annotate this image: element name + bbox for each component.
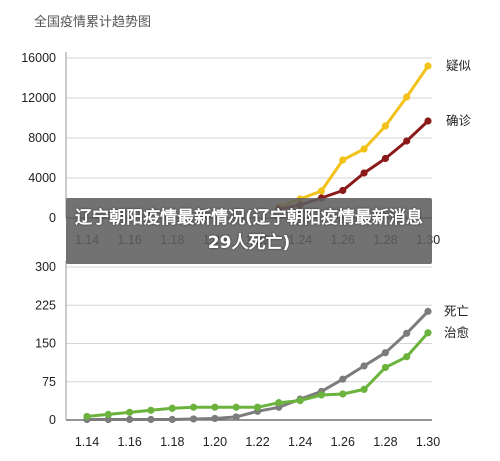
data-point — [232, 403, 240, 411]
x-tick-label: 1.22 — [245, 435, 269, 449]
legend-label: 死亡 — [444, 304, 469, 318]
y-tick-label: 300 — [35, 260, 56, 274]
series-line — [87, 310, 430, 421]
x-tick-label: 1.20 — [203, 435, 227, 449]
y-tick-label: 16000 — [21, 51, 56, 65]
data-point — [403, 137, 411, 145]
data-point — [403, 329, 411, 337]
headline-banner: 辽宁朝阳疫情最新情况(辽宁朝阳疫情最新消息29人死亡) — [66, 198, 432, 264]
data-point — [189, 403, 198, 411]
data-point — [83, 412, 91, 421]
y-tick-label: 75 — [42, 375, 56, 389]
data-point — [424, 62, 432, 70]
y-tick-label: 12000 — [21, 91, 56, 105]
y-tick-label: 4000 — [28, 171, 56, 185]
data-point — [126, 415, 134, 424]
data-point — [168, 415, 176, 424]
data-point — [104, 415, 112, 424]
data-point — [339, 186, 347, 195]
y-tick-label: 8000 — [28, 131, 56, 145]
data-point — [339, 156, 347, 164]
page-title: 全国疫情累计趋势图 — [34, 14, 151, 29]
data-point — [211, 403, 219, 411]
data-point — [147, 415, 155, 424]
x-tick-label: 1.30 — [416, 435, 440, 449]
y-tick-label: 150 — [35, 337, 56, 351]
lower-chart: 0 75 150 225 300 1.14 1.16 1.18 1.20 1.22 1.24 1.26… — [35, 260, 469, 449]
x-tick-label: 1.28 — [373, 435, 397, 449]
headline-text: 辽宁朝阳疫情最新情况(辽宁朝阳疫情最新消息29人死亡) — [75, 208, 423, 253]
data-point — [104, 410, 112, 418]
x-tick-label: 1.26 — [331, 435, 355, 449]
data-point — [211, 414, 219, 423]
data-point — [360, 145, 368, 153]
data-point — [189, 415, 198, 423]
x-tick-label: 1.14 — [75, 435, 99, 449]
data-point — [168, 404, 176, 412]
y-tick-label: 225 — [35, 298, 56, 312]
data-point — [147, 406, 155, 414]
data-point — [339, 390, 347, 398]
data-point — [296, 397, 304, 405]
data-point — [403, 353, 411, 361]
data-point — [381, 363, 389, 372]
series-line — [278, 65, 430, 209]
legend-label: 疑似 — [446, 58, 472, 73]
data-point — [381, 154, 389, 163]
y-tick-label: 0 — [49, 211, 56, 225]
data-point — [360, 362, 368, 370]
data-point — [253, 403, 262, 411]
data-point — [275, 399, 283, 407]
data-point — [381, 349, 389, 357]
data-point — [317, 187, 326, 195]
data-point — [424, 117, 432, 125]
data-point — [424, 307, 432, 315]
legend-label: 治愈 — [444, 325, 470, 340]
data-point — [403, 93, 411, 101]
data-point — [360, 169, 368, 177]
y-tick-label: 0 — [49, 413, 56, 427]
legend-label: 确诊 — [446, 114, 472, 128]
x-tick-label: 1.18 — [160, 435, 184, 449]
data-point — [424, 329, 432, 337]
x-tick-label: 1.16 — [117, 435, 141, 449]
data-point — [232, 413, 240, 421]
x-tick-label: 1.24 — [288, 435, 312, 449]
data-point — [126, 408, 134, 416]
data-point — [360, 385, 368, 393]
data-point — [317, 391, 326, 399]
data-point — [339, 375, 347, 383]
data-point — [381, 122, 389, 130]
